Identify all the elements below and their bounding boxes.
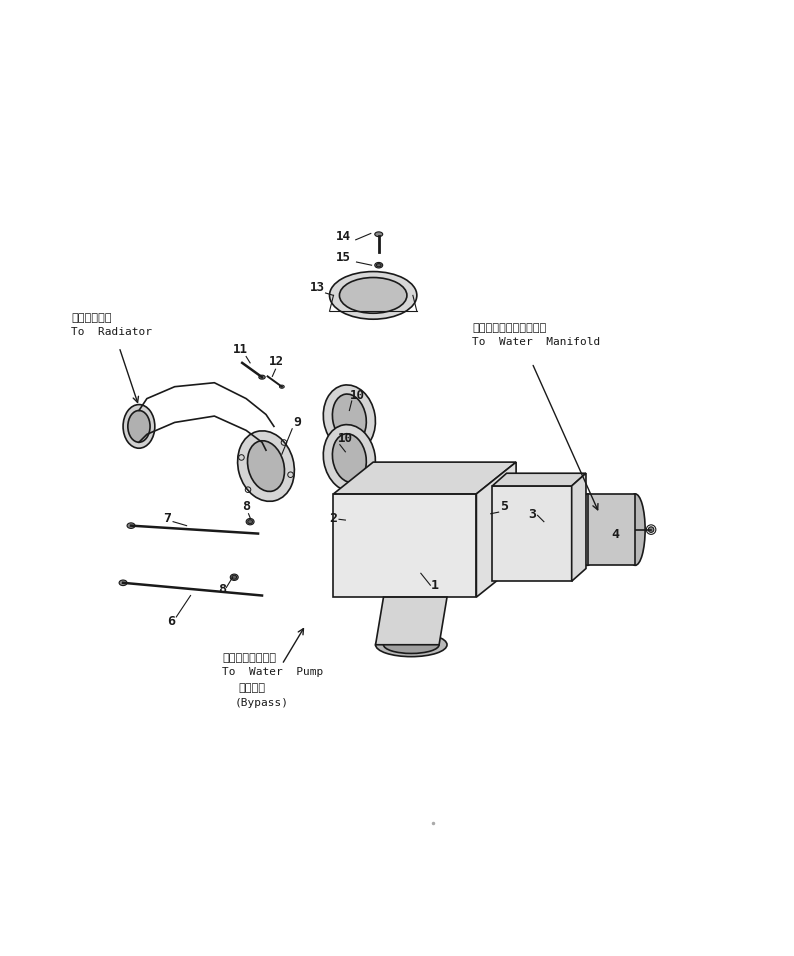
Ellipse shape [530,499,581,560]
Ellipse shape [248,441,284,491]
Ellipse shape [384,636,439,654]
Ellipse shape [340,277,407,314]
Ellipse shape [375,263,383,268]
Ellipse shape [522,489,589,570]
Ellipse shape [512,505,552,562]
Text: 6: 6 [167,615,175,628]
Ellipse shape [279,385,284,388]
Ellipse shape [333,434,366,483]
Text: 2: 2 [330,511,337,525]
Text: To  Water  Manifold: To Water Manifold [472,337,601,347]
Text: To  Water  Pump: To Water Pump [222,667,324,677]
Text: (Bypass): (Bypass) [234,698,288,707]
Ellipse shape [626,494,645,565]
Ellipse shape [485,502,507,557]
Ellipse shape [237,431,295,501]
Ellipse shape [607,513,615,546]
Ellipse shape [375,232,383,237]
Polygon shape [333,462,516,494]
Text: 9: 9 [294,417,302,429]
Ellipse shape [343,519,348,524]
Text: 5: 5 [500,500,508,512]
Polygon shape [476,462,516,598]
Text: 10: 10 [350,388,364,402]
Ellipse shape [376,633,447,657]
Ellipse shape [330,272,417,319]
Ellipse shape [507,498,557,570]
Text: 8: 8 [218,583,226,597]
Ellipse shape [376,264,381,267]
Ellipse shape [119,580,127,586]
Ellipse shape [230,574,238,580]
Ellipse shape [577,494,597,565]
Polygon shape [333,494,476,598]
Ellipse shape [323,385,376,452]
Ellipse shape [232,576,237,579]
Text: 13: 13 [310,281,325,294]
Text: 12: 12 [269,356,283,368]
Ellipse shape [259,375,265,380]
Polygon shape [588,494,635,565]
Polygon shape [376,598,447,644]
Ellipse shape [127,523,135,529]
Ellipse shape [604,504,619,555]
Text: 3: 3 [528,508,536,521]
Ellipse shape [373,517,437,574]
Ellipse shape [248,520,252,524]
Text: 15: 15 [336,251,350,264]
Text: 10: 10 [338,432,353,445]
Text: 4: 4 [611,528,619,540]
Text: 14: 14 [336,229,350,243]
Polygon shape [492,473,586,486]
Ellipse shape [246,518,254,525]
Text: 1: 1 [430,579,438,592]
Polygon shape [572,473,586,581]
Ellipse shape [648,527,654,532]
Ellipse shape [341,518,350,526]
Text: ラジエータへ: ラジエータへ [71,313,112,323]
Text: To  Radiator: To Radiator [71,327,152,337]
Ellipse shape [128,410,150,443]
Ellipse shape [323,424,376,491]
Ellipse shape [365,510,445,581]
Text: 11: 11 [233,342,248,356]
Text: バイパス: バイパス [238,683,265,693]
Polygon shape [492,486,572,581]
Text: ウォータポンプへ: ウォータポンプへ [222,653,276,663]
Text: 7: 7 [163,511,171,525]
Ellipse shape [123,404,155,448]
Text: ウォータマニホールドへ: ウォータマニホールドへ [472,323,547,333]
Ellipse shape [333,394,366,443]
Text: 8: 8 [242,500,250,512]
